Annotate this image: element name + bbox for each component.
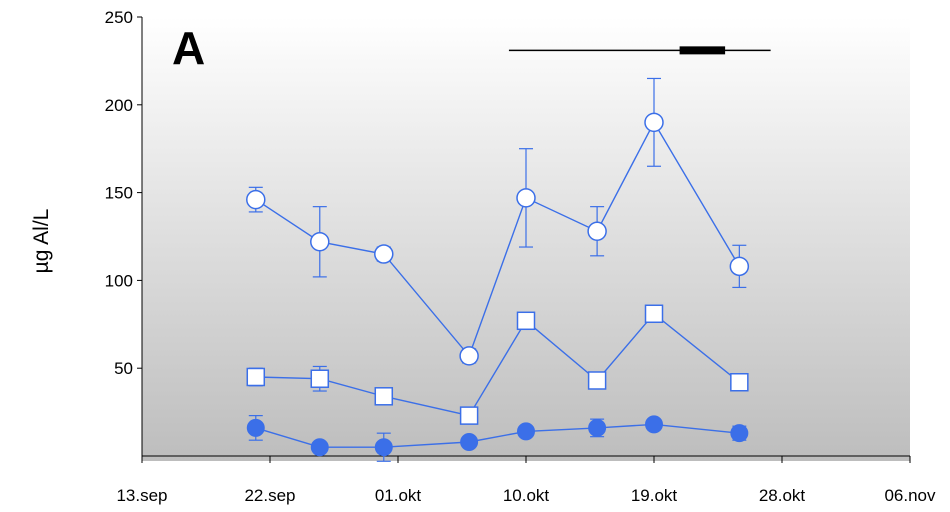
data-point: [459, 346, 479, 366]
y-tick-label: 100: [105, 271, 133, 290]
data-point: [246, 418, 265, 437]
x-tick-label: 13.sep: [116, 486, 167, 505]
data-point: [645, 415, 663, 434]
series-layer: [246, 77, 750, 462]
x-tick-label: 01.okt: [375, 486, 422, 505]
series-line: [255, 120, 740, 358]
y-axis-label: µg Al/L: [30, 209, 53, 274]
y-tick-label: 200: [105, 96, 133, 115]
data-point: [374, 438, 393, 457]
y-tick-label: 250: [105, 8, 133, 27]
data-point: [517, 422, 535, 441]
series-line: [255, 312, 740, 417]
data-point: [729, 256, 750, 277]
data-point: [516, 188, 536, 208]
data-point: [730, 424, 749, 443]
data-point: [310, 232, 330, 252]
x-tick-label: 19.okt: [631, 486, 678, 505]
annotation-layer: [508, 46, 771, 55]
x-tick-label: 22.sep: [244, 486, 295, 505]
series-filled-circle: [246, 415, 749, 462]
data-point: [644, 112, 664, 133]
y-tick-label: 150: [105, 184, 133, 203]
timeline-thick-bar: [679, 46, 726, 55]
series-open-square: [246, 304, 749, 425]
x-tick-label: 10.okt: [503, 486, 550, 505]
y-tick-label: 50: [114, 359, 133, 378]
data-point: [516, 311, 536, 331]
data-point: [588, 418, 607, 437]
x-tick-label: 06.nov: [884, 486, 936, 505]
data-point: [310, 438, 329, 457]
data-point: [246, 367, 266, 387]
series-open-circle: [246, 77, 750, 366]
data-point: [246, 189, 266, 210]
axes: 50 100 150 200 250 13.sep 22.sep 01.okt 10.okt 19…: [105, 8, 936, 505]
data-point: [374, 244, 394, 264]
data-point: [730, 372, 749, 392]
x-tick-label: 28.okt: [759, 486, 806, 505]
data-point: [587, 221, 607, 241]
series-line: [255, 423, 740, 448]
data-point: [460, 432, 479, 451]
data-point: [587, 371, 607, 390]
data-point: [644, 304, 664, 324]
data-point: [374, 387, 394, 406]
data-point: [310, 369, 330, 388]
panel-label: A: [172, 22, 205, 74]
data-point: [459, 406, 479, 425]
